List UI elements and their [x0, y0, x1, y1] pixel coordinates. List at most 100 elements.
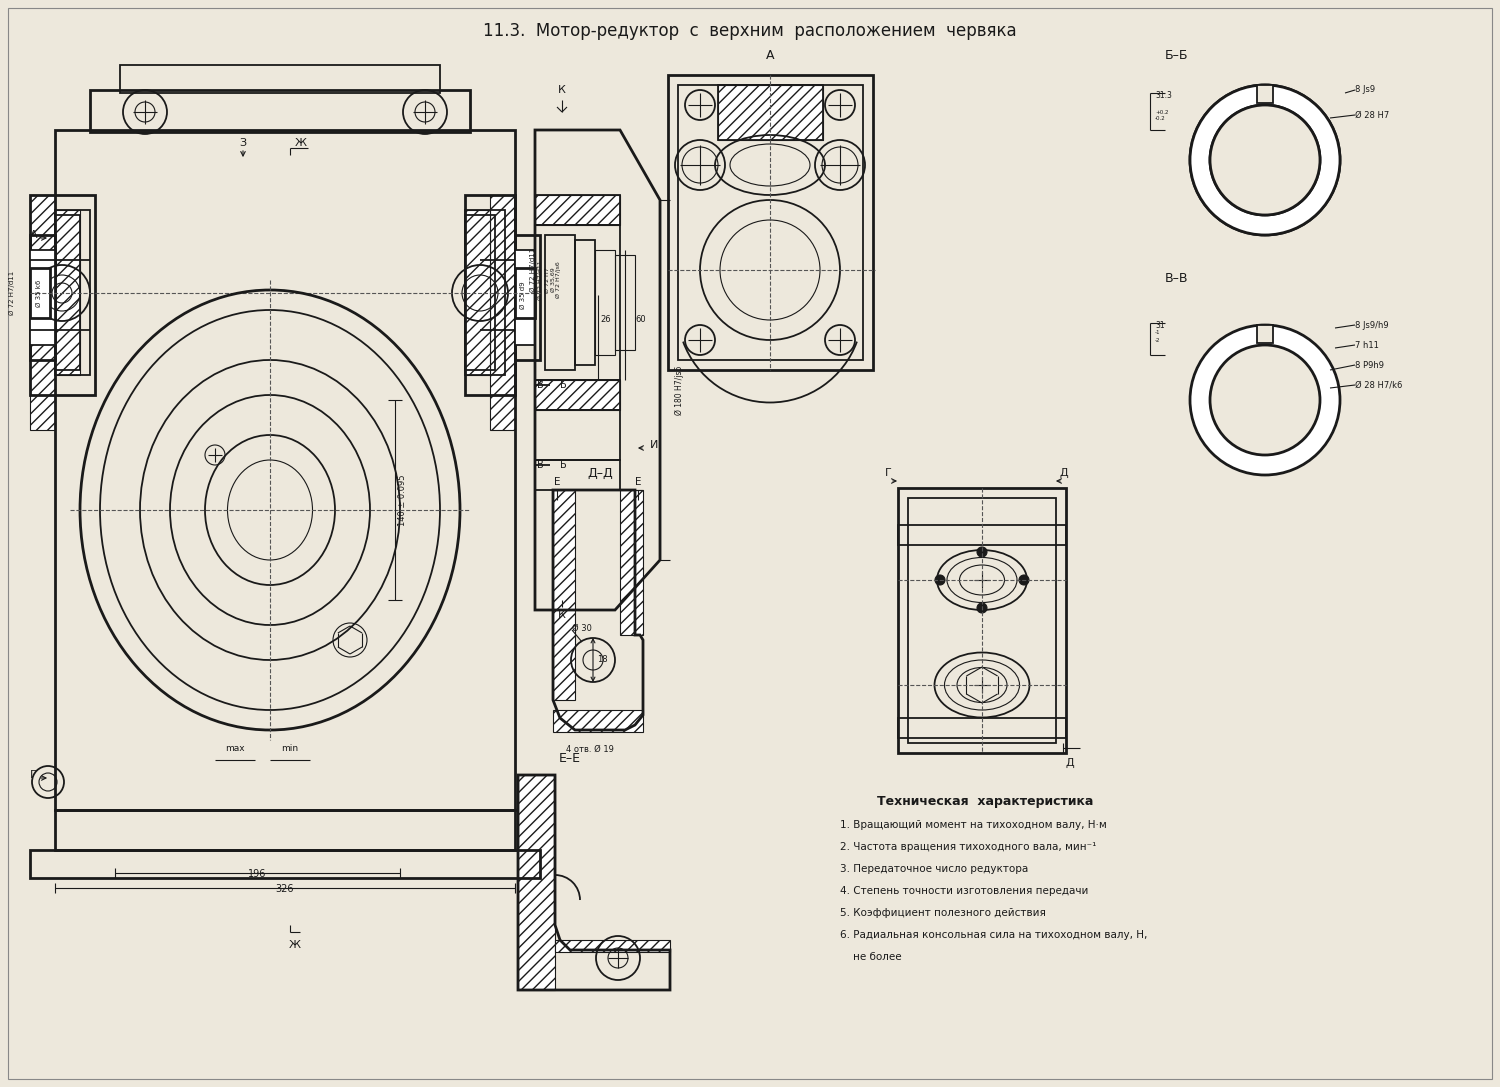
- Text: -1: -1: [1155, 329, 1161, 335]
- Circle shape: [1019, 575, 1029, 585]
- Text: 60: 60: [634, 315, 645, 325]
- Text: Д: Д: [1059, 468, 1068, 478]
- Circle shape: [1190, 85, 1340, 235]
- Text: 11.3.  Мотор-редуктор  с  верхним  расположением  червяка: 11.3. Мотор-редуктор с верхним расположе…: [483, 22, 1017, 40]
- Text: Ø 72 H7/d11: Ø 72 H7/d11: [9, 271, 15, 315]
- Text: Ж: Ж: [290, 940, 302, 950]
- Bar: [56, 130, 514, 810]
- Text: А: А: [30, 230, 38, 240]
- Text: -0.2: -0.2: [1155, 116, 1166, 122]
- Text: Ø 35 d9: Ø 35 d9: [520, 282, 526, 309]
- Text: E: E: [634, 477, 642, 487]
- Bar: [465, 210, 490, 375]
- Text: Ø 35,69: Ø 35,69: [550, 267, 555, 292]
- Text: 3. Передаточное число редуктора: 3. Передаточное число редуктора: [840, 864, 1029, 874]
- Text: Б: Б: [560, 380, 567, 390]
- Text: Г: Г: [885, 468, 891, 478]
- Bar: [718, 85, 824, 140]
- Text: А: А: [765, 49, 774, 62]
- Text: 8 Js9: 8 Js9: [1354, 86, 1376, 95]
- Bar: [536, 195, 620, 225]
- Text: 26: 26: [600, 315, 610, 325]
- Bar: [898, 719, 1066, 738]
- Text: Ø 72 H7/d11: Ø 72 H7/d11: [537, 260, 543, 300]
- Text: Б–Б: Б–Б: [1166, 49, 1188, 62]
- Text: И: И: [650, 440, 658, 450]
- Bar: [555, 940, 670, 952]
- Bar: [56, 215, 80, 370]
- Bar: [30, 195, 56, 430]
- Text: В–В: В–В: [1166, 272, 1188, 285]
- Bar: [554, 710, 644, 732]
- Text: 5. Коэффициент полезного действия: 5. Коэффициент полезного действия: [840, 908, 1046, 919]
- Text: 8 Js9/h9: 8 Js9/h9: [1354, 321, 1389, 329]
- Bar: [668, 75, 873, 370]
- Text: +0.2: +0.2: [1155, 110, 1168, 114]
- Bar: [536, 225, 620, 380]
- Bar: [898, 525, 1066, 545]
- Circle shape: [1210, 105, 1320, 215]
- Circle shape: [1210, 345, 1320, 455]
- Bar: [490, 195, 514, 430]
- Text: 4 отв. Ø 19: 4 отв. Ø 19: [566, 745, 614, 754]
- Bar: [678, 85, 862, 360]
- Text: 4. Степень точности изготовления передачи: 4. Степень точности изготовления передач…: [840, 886, 1089, 896]
- Text: Ø 35 k6: Ø 35 k6: [36, 279, 42, 307]
- Bar: [536, 195, 620, 225]
- Bar: [56, 810, 514, 850]
- Text: 6. Радиальная консольная сила на тихоходном валу, Н,: 6. Радиальная консольная сила на тихоход…: [840, 930, 1148, 940]
- Bar: [514, 268, 535, 318]
- Bar: [536, 380, 620, 410]
- Bar: [1257, 85, 1274, 103]
- Bar: [514, 250, 535, 345]
- Text: Д–Д: Д–Д: [586, 467, 613, 480]
- Bar: [718, 85, 824, 140]
- Text: Ж: Ж: [296, 138, 307, 148]
- Bar: [536, 410, 620, 460]
- Text: З: З: [240, 138, 246, 148]
- Bar: [30, 195, 94, 395]
- Text: Б: Б: [560, 460, 567, 470]
- Text: 2. Частота вращения тихоходного вала, мин⁻¹: 2. Частота вращения тихоходного вала, ми…: [840, 842, 1096, 852]
- Text: -2: -2: [1155, 337, 1161, 342]
- Text: 7 h11: 7 h11: [1354, 340, 1378, 350]
- Text: Ø 180 H7/js6: Ø 180 H7/js6: [675, 365, 684, 414]
- Bar: [30, 235, 56, 360]
- Circle shape: [934, 575, 945, 585]
- Bar: [908, 498, 1056, 744]
- Circle shape: [976, 603, 987, 613]
- Text: Ø 28 H7/k6: Ø 28 H7/k6: [1354, 380, 1402, 389]
- Text: Е–Е: Е–Е: [560, 752, 580, 765]
- Text: 1. Вращающий момент на тихоходном валу, Н·м: 1. Вращающий момент на тихоходном валу, …: [840, 820, 1107, 830]
- Circle shape: [1190, 85, 1340, 235]
- Bar: [30, 268, 50, 318]
- Text: Ø 72 H7/d11: Ø 72 H7/d11: [530, 248, 536, 292]
- Bar: [596, 250, 615, 355]
- Text: Ø 72 H7/js6: Ø 72 H7/js6: [555, 262, 561, 298]
- Circle shape: [1190, 325, 1340, 475]
- Circle shape: [1190, 85, 1340, 235]
- Text: 31.3: 31.3: [1155, 90, 1172, 100]
- Bar: [90, 90, 470, 132]
- Bar: [465, 195, 514, 395]
- Text: Д: Д: [1065, 758, 1074, 769]
- Text: 8 P9h9: 8 P9h9: [1354, 361, 1384, 370]
- Text: 18: 18: [597, 655, 608, 664]
- Text: max: max: [225, 744, 245, 753]
- Text: 196: 196: [248, 869, 266, 879]
- Text: 31: 31: [1155, 321, 1164, 329]
- Text: К: К: [558, 85, 566, 95]
- Bar: [465, 215, 495, 370]
- Text: 326: 326: [276, 884, 294, 894]
- Bar: [56, 210, 90, 375]
- Bar: [518, 775, 555, 990]
- Text: не более: не более: [840, 952, 902, 962]
- Bar: [1257, 325, 1274, 343]
- Circle shape: [976, 547, 987, 557]
- Bar: [898, 488, 1066, 753]
- Bar: [56, 210, 80, 375]
- Bar: [120, 65, 439, 93]
- Text: min: min: [282, 744, 298, 753]
- Bar: [615, 255, 634, 350]
- Bar: [536, 460, 620, 490]
